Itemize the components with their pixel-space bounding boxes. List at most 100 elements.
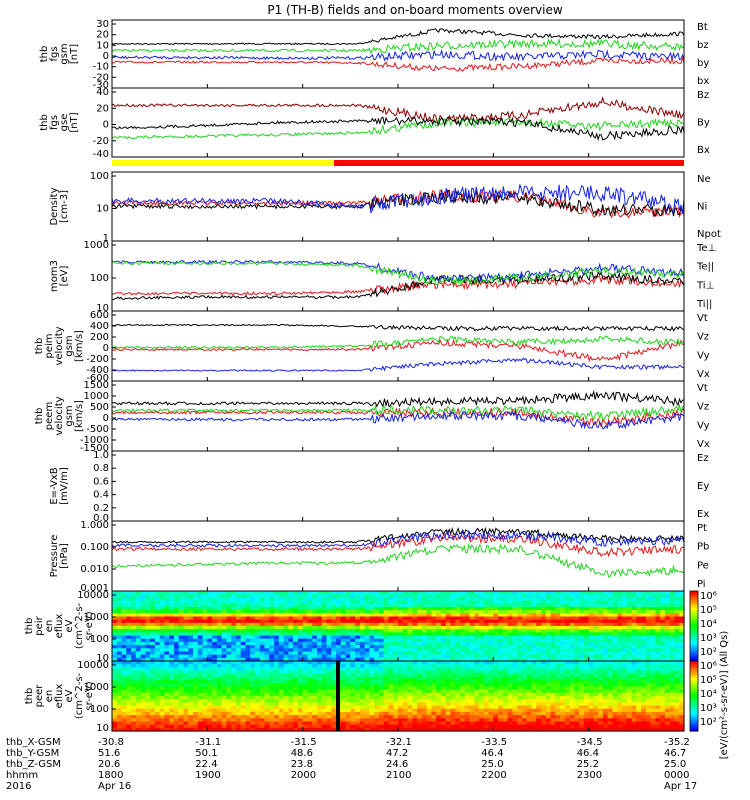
panel-fgs_gse: Bz By Bx 40 20 0 -20 -40 thb fgs gse [nT] [39, 87, 710, 160]
colorbar-tick-peir_spectrogram-1: 10⁵ [700, 605, 717, 616]
ytick-peer_spectrogram-1: 1000 [84, 682, 109, 693]
frame-efield [111, 450, 685, 522]
x-axis: thb_X-GSM thb_Y-GSM thb_Z-GSM hhmm 2016 … [6, 737, 697, 792]
series-temperature-Ti|| [111, 261, 685, 287]
xaxis-z-6: 25.0 [664, 759, 686, 770]
legend-temperature-Te||: Te|| [696, 262, 714, 273]
colorbar-tick-peer_spectrogram-2: 10⁴ [700, 689, 717, 700]
colorbar-tick-peer_spectrogram-3: 10³ [700, 703, 717, 714]
ylabel-pressure-0: Pressure [49, 535, 60, 578]
heatmap-cells-peer_spectrogram [112, 661, 685, 732]
xaxis-x-6: -35.2 [664, 737, 690, 748]
ytick-efield-4: 0.2 [93, 503, 109, 514]
series-pressure-Pi [111, 529, 685, 548]
xaxis-x-3: -32.1 [386, 737, 412, 748]
ylabel-peim_velocity-0: thb [34, 338, 45, 355]
xaxis-y-6: 46.7 [664, 748, 686, 759]
ylabel-density-0: Density [49, 187, 60, 225]
ylabel-peir_spectrogram-6: sr-eV) [84, 611, 95, 640]
xaxis-hhmm-5: 2300 [577, 770, 602, 781]
ytick-efield-3: 0.4 [93, 490, 109, 501]
legend-pressure-Pi: Pi [697, 579, 706, 590]
xaxis-hhmm-1: 1900 [195, 770, 220, 781]
legend-density-Npot: Npot [697, 229, 721, 240]
xaxis-z-1: 22.4 [195, 759, 217, 770]
legend-temperature-Ti||: Ti|| [696, 299, 712, 310]
series-pressure-Pe [111, 543, 685, 578]
mode-bar-slow [112, 160, 334, 166]
mode-bar-fast [334, 160, 684, 166]
ylabel-efield-1: [mV/m] [59, 467, 70, 505]
colorbar-tick-peer_spectrogram-1: 10⁵ [700, 675, 717, 686]
ytick-peir_spectrogram-2: 100 [90, 634, 109, 645]
ylabel-peer_spectrogram-3: eflux [54, 684, 65, 709]
ytick-peim_velocity-6: -600 [86, 373, 109, 384]
ylabel-peir_spectrogram-5: (cm^2-s- [74, 602, 85, 649]
xaxis-y-0: 51.6 [98, 748, 120, 759]
ylabel-peer_spectrogram-5: (cm^2-s- [74, 672, 85, 719]
panel-density: Ne Ni Npot 100 10 1 Density [cm-3] [49, 171, 721, 244]
series-fgs_gsm-Bt [111, 28, 685, 46]
ylabel-peir_spectrogram-4: eV [64, 619, 75, 632]
ytick-temperature-1: 100 [90, 273, 109, 284]
xaxis-z-3: 24.6 [386, 759, 408, 770]
series-fgs_gsm-by [111, 37, 685, 55]
ytick-peem_velocity-5: -1000 [80, 435, 109, 446]
legend-fgs_gsm-bz: bz [697, 40, 709, 51]
legend-pressure-Pt: Pt [697, 523, 707, 534]
ylabel-peem_velocity-4: [km/s] [74, 400, 85, 432]
xaxis-date-6: Apr 17 [664, 781, 697, 792]
ytick-fgs_gse-0: 40 [96, 87, 109, 98]
ylabel-peer_spectrogram-6: sr-eV) [84, 681, 95, 710]
legend-fgs_gse-By: By [697, 118, 710, 129]
ytick-fgs_gse-2: 0 [103, 120, 109, 131]
series-density-Ne [111, 188, 685, 219]
chart-title: P1 (TH-B) fields and on-board moments ov… [267, 3, 563, 17]
xaxis-x-0: -30.8 [98, 737, 124, 748]
ylabel-temperature-1: [eV] [59, 266, 70, 287]
xaxis-y-4: 46.4 [481, 748, 503, 759]
panel-pressure: Pt Pb Pe Pi 1.000 0.100 0.010 0.001 Pressure [nPa… [49, 520, 709, 594]
row-label-hhmm: hhmm [6, 770, 38, 781]
xaxis-y-2: 48.6 [291, 748, 313, 759]
ytick-peim_velocity-3: 0 [103, 343, 109, 354]
panel-peir_spectrogram: 10⁶ 10⁵ 10⁴ 10³ 10² 10000 1000 100 10 thb peir en ef… [24, 590, 717, 664]
ytick-pressure-1: 0.100 [80, 542, 109, 553]
legend-peim_velocity-Vz: Vz [697, 332, 709, 343]
xaxis-hhmm-6: 0000 [664, 770, 689, 781]
series-pressure-Pt [111, 526, 685, 544]
ytick-fgs_gsm-5: -20 [93, 72, 109, 83]
ytick-fgs_gsm-4: -10 [93, 62, 109, 73]
ylabel-peem_velocity-1: peem [44, 402, 55, 430]
xaxis-date-0: Apr 16 [98, 781, 131, 792]
ytick-fgs_gsm-3: 0 [103, 51, 109, 62]
colorbar-tick-peir_spectrogram-3: 10³ [700, 633, 717, 644]
row-label-year: 2016 [6, 781, 31, 792]
ytick-fgs_gsm-1: 20 [96, 30, 109, 41]
panel-temperature: Te⊥ Te|| Ti⊥ Ti|| 1000 100 10 mom3 [eV] [49, 240, 716, 314]
legend-efield-Ez: Ez [697, 453, 709, 464]
ylabel-fgs_gse-3: [nT] [69, 112, 80, 132]
ylabel-density-1: [cm-3] [59, 190, 70, 223]
ytick-peer_spectrogram-3: 10 [96, 723, 109, 734]
ylabel-fgs_gsm-1: fgs [49, 46, 60, 61]
legend-density-Ne: Ne [697, 174, 711, 185]
ytick-efield-2: 0.6 [93, 476, 109, 487]
ylabel-peem_velocity-2: velocity [54, 396, 65, 435]
ylabel-fgs_gsm-0: thb [39, 46, 50, 63]
ylabel-fgs_gse-2: gse [59, 114, 70, 132]
legend-peem_velocity-Vt: Vt [697, 383, 708, 394]
ytick-peir_spectrogram-1: 1000 [84, 612, 109, 623]
legend-peim_velocity-Vx: Vx [697, 369, 710, 380]
ylabel-peer_spectrogram-1: peer [34, 684, 45, 708]
legend-pressure-Pe: Pe [697, 560, 709, 571]
ytick-peem_velocity-6: -1500 [80, 443, 109, 454]
ylabel-peir_spectrogram-0: thb [24, 618, 35, 635]
ytick-temperature-0: 1000 [84, 240, 109, 251]
xaxis-x-4: -33.5 [481, 737, 507, 748]
